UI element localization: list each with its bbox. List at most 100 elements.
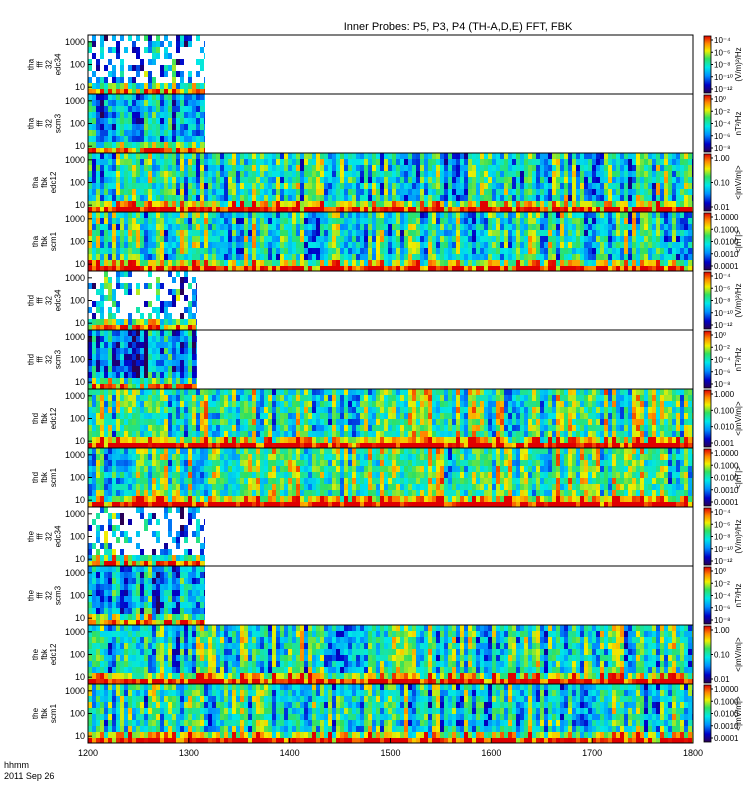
spectrogram-cell	[664, 183, 668, 189]
spectrogram-cell	[304, 189, 308, 195]
spectrogram-cell	[688, 260, 692, 266]
spectrogram-cell	[108, 384, 112, 389]
spectrogram-cell	[176, 153, 180, 159]
spectrogram-cell	[336, 207, 340, 212]
spectrogram-cell	[272, 171, 276, 177]
spectrogram-cell	[140, 230, 144, 236]
spectrogram-cell	[240, 230, 244, 236]
spectrogram-cell	[380, 171, 384, 177]
spectrogram-cell	[104, 254, 108, 260]
spectrogram-cell	[196, 142, 200, 148]
spectrogram-cell	[392, 395, 396, 401]
spectrogram-cell	[392, 165, 396, 171]
spectrogram-cell	[548, 218, 552, 224]
spectrogram-cell	[164, 407, 168, 413]
spectrogram-cell	[200, 89, 204, 94]
spectrogram-cell	[304, 159, 308, 165]
spectrogram-cell	[164, 307, 168, 313]
spectrogram-cell	[116, 112, 120, 118]
spectrogram-cell	[188, 106, 192, 112]
spectrogram-cell	[232, 159, 236, 165]
spectrogram-cell	[380, 212, 384, 218]
spectrogram-cell	[104, 395, 108, 401]
spectrogram-cell	[536, 201, 540, 207]
spectrogram-cell	[100, 236, 104, 242]
spectrogram-cell	[356, 260, 360, 266]
spectrogram-cell	[108, 425, 112, 431]
spectrogram-cell	[148, 372, 152, 378]
spectrogram-cell	[320, 419, 324, 425]
spectrogram-cell	[636, 177, 640, 183]
spectrogram-cell	[344, 171, 348, 177]
spectrogram-cell	[428, 159, 432, 165]
spectrogram-cell	[168, 89, 172, 94]
spectrogram-cell	[572, 242, 576, 248]
spectrogram-cell	[284, 407, 288, 413]
spectrogram-cell	[644, 254, 648, 260]
spectrogram-cell	[196, 189, 200, 195]
spectrogram-cell	[336, 218, 340, 224]
spectrogram-cell	[152, 372, 156, 378]
spectrogram-cell	[436, 266, 440, 271]
spectrogram-cell	[424, 419, 428, 425]
spectrogram-cell	[512, 165, 516, 171]
spectrogram-cell	[108, 242, 112, 248]
spectrogram-cell	[528, 224, 532, 230]
spectrogram-cell	[356, 159, 360, 165]
spectrogram-cell	[532, 171, 536, 177]
spectrogram-cell	[100, 366, 104, 372]
spectrogram-cell	[620, 230, 624, 236]
spectrogram-cell	[288, 201, 292, 207]
spectrogram-cell	[92, 242, 96, 248]
spectrogram-cell	[208, 218, 212, 224]
spectrogram-cell	[96, 94, 100, 100]
spectrogram-cell	[136, 342, 140, 348]
spectrogram-cell	[252, 236, 256, 242]
spectrogram-cell	[272, 224, 276, 230]
spectrogram-cell	[96, 289, 100, 295]
spectrogram-cell	[388, 437, 392, 443]
spectrogram-cell	[300, 395, 304, 401]
spectrogram-cell	[460, 230, 464, 236]
spectrogram-cell	[160, 195, 164, 201]
spectrogram-cell	[136, 260, 140, 266]
spectrogram-cell	[224, 443, 228, 448]
spectrogram-cell	[356, 266, 360, 271]
spectrogram-cell	[176, 389, 180, 395]
spectrogram-cell	[128, 254, 132, 260]
spectrogram-cell	[480, 266, 484, 271]
spectrogram-cell	[132, 378, 136, 384]
spectrogram-cell	[500, 207, 504, 212]
spectrogram-cell	[308, 165, 312, 171]
spectrogram-cell	[600, 195, 604, 201]
spectrogram-cell	[380, 254, 384, 260]
spectrogram-cell	[300, 195, 304, 201]
spectrogram-cell	[408, 248, 412, 254]
spectrogram-cell	[496, 248, 500, 254]
spectrogram-cell	[136, 142, 140, 148]
spectrogram-cell	[420, 425, 424, 431]
spectrogram-cell	[476, 159, 480, 165]
spectrogram-cell	[96, 384, 100, 389]
spectrogram-cell	[348, 425, 352, 431]
spectrogram-cell	[252, 407, 256, 413]
spectrogram-cell	[152, 77, 156, 83]
spectrogram-cell	[128, 100, 132, 106]
spectrogram-cell	[604, 254, 608, 260]
spectrogram-cell	[188, 336, 192, 342]
spectrogram-cell	[680, 165, 684, 171]
spectrogram-cell	[152, 136, 156, 142]
colorbar-tick-label: 10⁻⁶	[714, 132, 730, 141]
spectrogram-cell	[396, 218, 400, 224]
spectrogram-cell	[260, 266, 264, 271]
spectrogram-cell	[172, 248, 176, 254]
spectrogram-cell	[588, 236, 592, 242]
spectrogram-cell	[100, 389, 104, 395]
spectrogram-cell	[288, 419, 292, 425]
spectrogram-cell	[228, 165, 232, 171]
spectrogram-cell	[320, 153, 324, 159]
spectrogram-cell	[172, 142, 176, 148]
spectrogram-cell	[168, 83, 172, 89]
spectrogram-cell	[184, 325, 188, 330]
spectrogram-cell	[652, 248, 656, 254]
